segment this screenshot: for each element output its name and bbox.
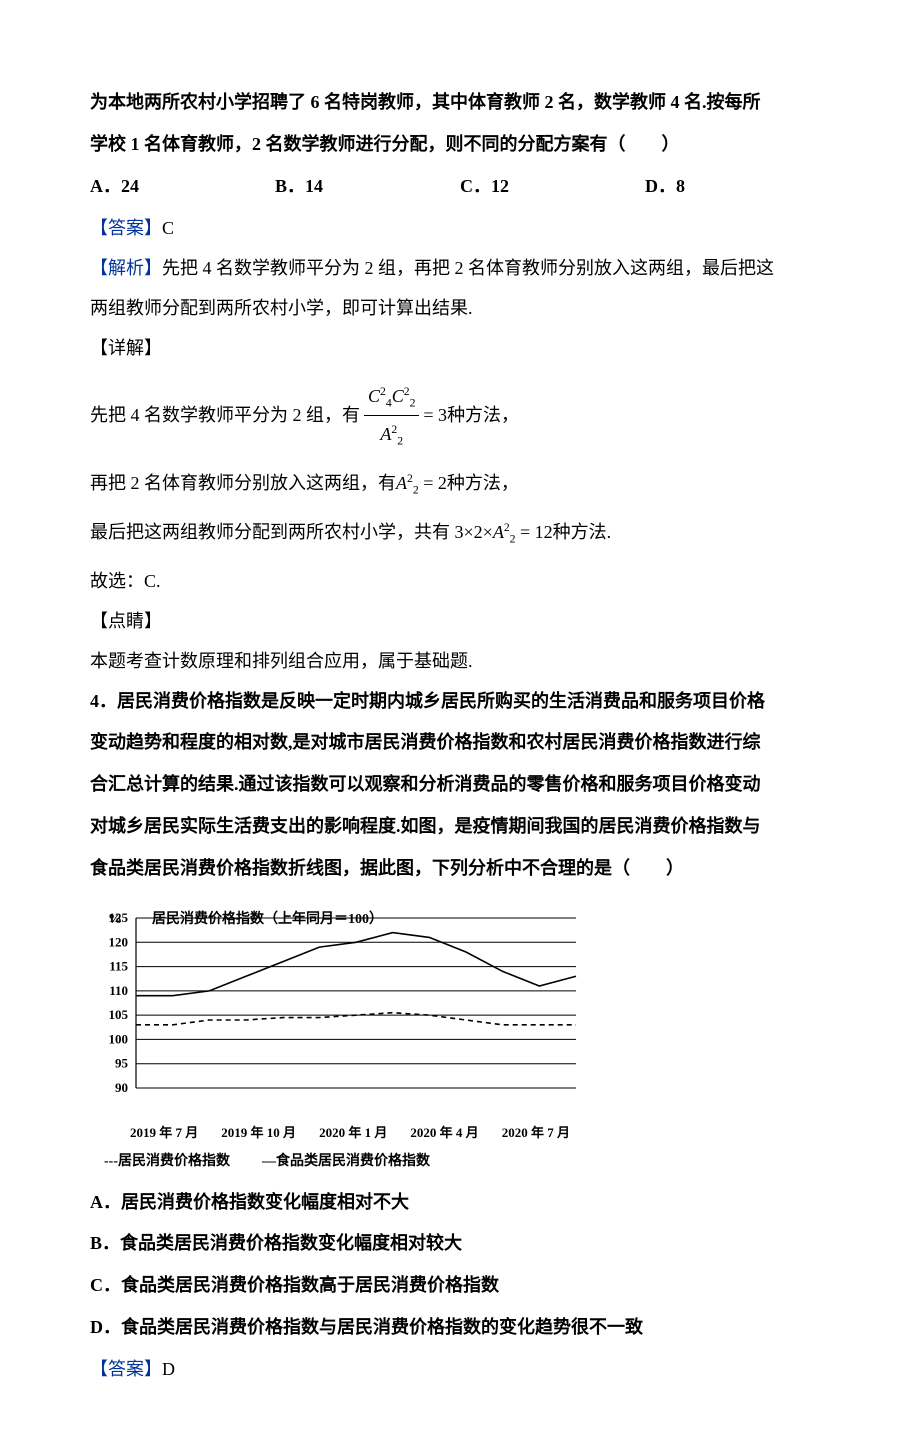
sym-c2: C [392,386,404,406]
xlabel: 2019 年 7 月 [130,1120,198,1146]
q3-analysis: 【解析】先把 4 名数学教师平分为 2 组，再把 2 名体育教师分别放入这两组，… [90,250,830,286]
detail-label: 【详解】 [90,330,830,366]
xlabel: 2020 年 7 月 [502,1120,570,1146]
sym-a: A [380,424,391,444]
q3-answer: 【答案】C [90,210,830,246]
svg-text:120: 120 [109,934,129,949]
xlabel: 2020 年 1 月 [319,1120,387,1146]
xlabel: 2019 年 10 月 [221,1120,296,1146]
chart-legend: ---居民消费价格指数 —食品类居民消费价格指数 [104,1148,830,1176]
answer-label: 【答案】 [90,1359,162,1379]
q3-choice-b: B．14 [275,168,460,204]
eq: = 12 [516,522,553,542]
svg-text:100: 100 [109,1031,129,1046]
fraction: C24C22 A22 [364,378,419,453]
eq: = 3 [423,397,447,433]
answer-label: 【答案】 [90,218,162,238]
fraction-numerator: C24C22 [364,378,419,416]
analysis-label: 【解析】 [90,258,162,278]
svg-text:115: 115 [109,958,128,973]
svg-text:90: 90 [115,1080,128,1095]
sym: A [396,473,407,493]
xlabel: 2020 年 4 月 [410,1120,478,1146]
q3-choice-a: A．24 [90,168,275,204]
q4-answer: 【答案】D [90,1351,830,1387]
q4-line3: 合汇总计算的结果.通过该指数可以观察和分析消费品的零售价格和服务项目价格变动 [90,766,830,804]
step2-pre: 再把 2 名体育教师分别放入这两组，有 [90,465,396,501]
expr: A22 = 2 [396,465,447,502]
q4-number: 4． [90,691,117,711]
step3-pre: 最后把这两组教师分配到两所农村小学，共有 3×2× [90,514,493,550]
sym: A [493,522,504,542]
chart-title-text: 居民消费价格指数（上年同月＝100） [152,912,383,927]
answer-value: C [162,218,174,238]
q4-option-c: C．食品类居民消费价格指数高于居民消费价格指数 [90,1267,830,1305]
q4-line2: 变动趋势和程度的相对数,是对城市居民消费价格指数和农村居民消费价格指数进行综 [90,724,830,762]
svg-text:110: 110 [109,982,128,997]
fraction-denominator: A22 [364,416,419,453]
q4-line4: 对城乡居民实际生活费支出的影响程度.如图，是疫情期间我国的居民消费价格指数与 [90,808,830,846]
svg-text:105: 105 [109,1007,129,1022]
answer-value: D [162,1359,175,1379]
q4-option-d: D．食品类居民消费价格指数与居民消费价格指数的变化趋势很不一致 [90,1309,830,1347]
q3-choice-d: D．8 [645,168,830,204]
legend-dashed: ---居民消费价格指数 [104,1148,230,1176]
q3-step2: 再把 2 名体育教师分别放入这两组，有 A22 = 2 种方法， [90,465,830,502]
page-root: 为本地两所农村小学招聘了 6 名特岗教师，其中体育教师 2 名，数学教师 4 名… [0,0,920,1431]
step2-post: 种方法， [447,465,519,501]
q3-stem-line2: 学校 1 名体育教师，2 名数学教师进行分配，则不同的分配方案有（ ） [90,126,830,164]
q4-option-a: A．居民消费价格指数变化幅度相对不大 [90,1184,830,1222]
eq: = 2 [419,473,447,493]
tip-text: 本题考查计数原理和排列组合应用，属于基础题. [90,643,830,679]
sub: 2 [410,396,416,409]
q3-conclude: 故选：C. [90,563,830,599]
step1-pre: 先把 4 名数学教师平分为 2 组，有 [90,397,360,433]
legend-solid: —食品类居民消费价格指数 [262,1148,430,1176]
tip-label: 【点睛】 [90,603,830,639]
q3-stem-line1: 为本地两所农村小学招聘了 6 名特岗教师，其中体育教师 2 名，数学教师 4 名… [90,84,830,122]
expr: A22 = 12 [493,514,553,551]
q4-line1: 4．居民消费价格指数是反映一定时期内城乡居民所购买的生活消费品和服务项目价格 [90,683,830,721]
q3-step1: 先把 4 名数学教师平分为 2 组，有 C24C22 A22 = 3 种方法， [90,378,830,453]
q3-choices: A．24 B．14 C．12 D．8 [90,168,830,204]
q3-step3: 最后把这两组教师分配到两所农村小学，共有 3×2× A22 = 12 种方法. [90,514,830,551]
line-chart: % 居民消费价格指数（上年同月＝100） 90 95 100 105 110 115 120… [90,900,580,1120]
analysis-text: 先把 4 名数学教师平分为 2 组，再把 2 名体育教师分别放入这两组，最后把这 [162,258,774,278]
q4-line5: 食品类居民消费价格指数折线图，据此图，下列分析中不合理的是（ ） [90,850,830,888]
step1-post: 种方法， [447,397,519,433]
chart-title: % 居民消费价格指数（上年同月＝100） [152,906,383,934]
svg-text:95: 95 [115,1055,129,1070]
q3-choice-c: C．12 [460,168,645,204]
y-unit: % [108,906,122,934]
step3-post: 种方法. [553,514,612,550]
sub: 2 [397,434,403,447]
q3-analysis2: 两组教师分配到两所农村小学，即可计算出结果. [90,290,830,326]
sym-c1: C [368,386,380,406]
x-axis-labels: 2019 年 7 月 2019 年 10 月 2020 年 1 月 2020 年… [130,1120,570,1146]
chart-wrap: % 居民消费价格指数（上年同月＝100） 90 95 100 105 110 115 120… [90,900,830,1176]
q4-option-b: B．食品类居民消费价格指数变化幅度相对较大 [90,1225,830,1263]
q4-stem1: 居民消费价格指数是反映一定时期内城乡居民所购买的生活消费品和服务项目价格 [117,691,765,711]
